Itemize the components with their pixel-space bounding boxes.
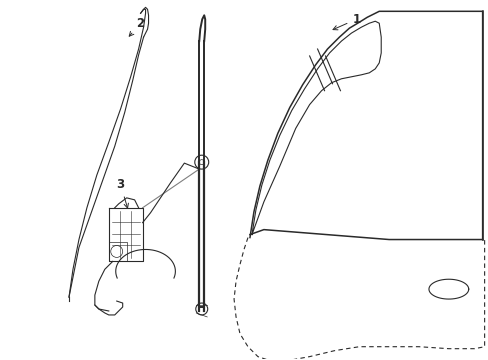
Text: 1: 1 bbox=[332, 13, 360, 30]
Text: 3: 3 bbox=[117, 179, 128, 208]
Text: 2: 2 bbox=[129, 17, 144, 36]
